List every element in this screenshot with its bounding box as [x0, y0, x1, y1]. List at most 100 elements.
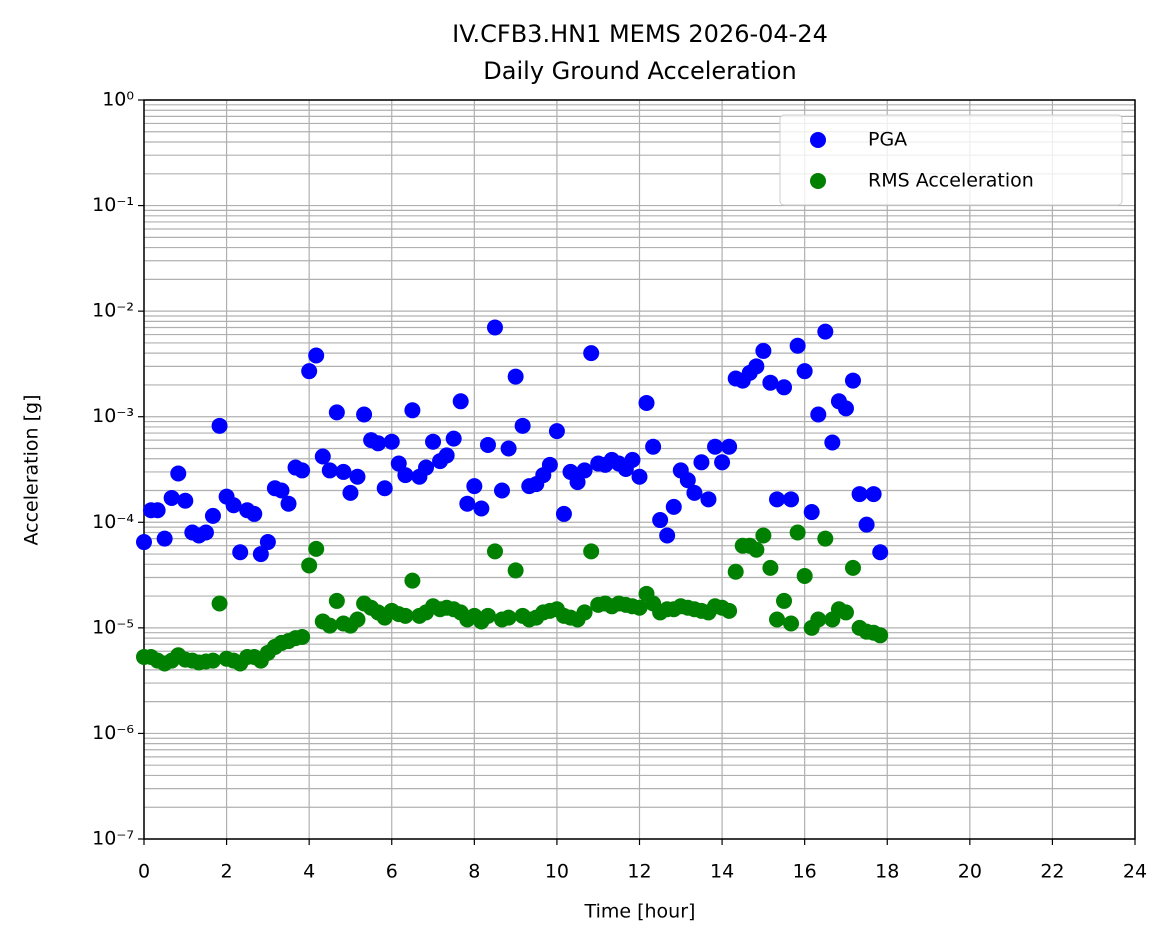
y-tick-label: 10⁰	[102, 89, 134, 111]
x-tick-label: 12	[627, 861, 651, 883]
point	[314, 448, 331, 465]
point	[308, 347, 325, 364]
point	[748, 358, 765, 375]
legend-box	[779, 114, 1123, 206]
point	[500, 440, 517, 457]
point	[136, 534, 152, 551]
x-tick-label: 8	[468, 861, 480, 883]
point	[721, 602, 738, 619]
point	[321, 617, 338, 634]
x-tick-label: 14	[710, 861, 734, 883]
point	[748, 541, 765, 558]
point	[576, 462, 593, 479]
point	[479, 436, 496, 453]
point	[246, 505, 263, 522]
point	[693, 454, 710, 471]
point	[294, 462, 311, 479]
point	[541, 456, 558, 473]
point	[211, 417, 228, 434]
legend-marker	[810, 132, 826, 148]
legend-marker	[810, 173, 826, 189]
point	[301, 557, 318, 574]
y-axis-label: Acceleration [g]	[21, 395, 43, 546]
point	[837, 604, 854, 621]
point	[177, 492, 194, 509]
point	[328, 404, 345, 421]
point	[473, 500, 490, 517]
point	[679, 472, 696, 489]
point	[328, 592, 345, 609]
point	[665, 498, 682, 515]
point	[824, 434, 841, 451]
y-tick-label: 10⁻⁴	[92, 511, 134, 533]
point	[507, 368, 524, 385]
y-tick-label: 10⁻⁷	[92, 828, 134, 850]
point	[755, 527, 772, 544]
point	[452, 393, 469, 410]
point	[844, 559, 861, 576]
point	[837, 400, 854, 417]
point	[225, 497, 242, 514]
point	[383, 433, 400, 450]
point	[548, 423, 565, 440]
x-tick-label: 24	[1123, 861, 1147, 883]
point	[273, 482, 290, 499]
point	[721, 438, 738, 455]
point	[479, 607, 496, 624]
point	[817, 530, 834, 547]
chart-title: IV.CFB3.HN1 MEMS 2026-04-24	[452, 20, 828, 48]
point	[301, 363, 318, 380]
point	[844, 372, 861, 389]
point	[356, 406, 373, 423]
point	[259, 534, 276, 551]
point	[418, 459, 435, 476]
x-tick-label: 10	[545, 861, 569, 883]
point	[631, 468, 648, 485]
point	[149, 502, 166, 519]
point	[507, 562, 524, 579]
point	[776, 379, 793, 396]
point	[555, 505, 572, 522]
x-tick-label: 18	[875, 861, 899, 883]
point	[796, 363, 813, 380]
x-tick-label: 0	[138, 861, 150, 883]
point	[783, 491, 800, 508]
x-tick-label: 22	[1040, 861, 1064, 883]
point	[486, 319, 503, 336]
point	[294, 628, 311, 645]
point	[438, 447, 455, 464]
point	[204, 652, 221, 669]
legend-label: RMS Acceleration	[868, 170, 1034, 192]
point	[280, 495, 297, 512]
chart-subtitle: Daily Ground Acceleration	[483, 57, 796, 85]
point	[321, 462, 338, 479]
point	[252, 546, 269, 563]
point	[686, 484, 703, 501]
point	[789, 337, 806, 354]
point	[727, 563, 744, 580]
point	[638, 394, 655, 411]
y-tick-label: 10⁻¹	[92, 194, 134, 216]
point	[872, 627, 889, 644]
point	[500, 609, 517, 626]
point	[783, 615, 800, 632]
x-tick-label: 2	[221, 861, 233, 883]
point	[349, 611, 366, 628]
point	[170, 465, 187, 482]
point	[817, 323, 834, 340]
point	[776, 592, 793, 609]
point	[755, 342, 772, 359]
x-tick-label: 6	[386, 861, 398, 883]
point	[851, 486, 868, 503]
point	[769, 491, 786, 508]
point	[659, 527, 676, 544]
point	[486, 543, 503, 560]
point	[397, 607, 414, 624]
point	[308, 540, 325, 557]
y-tick-label: 10⁻³	[92, 405, 134, 427]
point	[652, 512, 669, 529]
point	[583, 345, 600, 362]
point	[335, 463, 352, 480]
point	[569, 474, 586, 491]
